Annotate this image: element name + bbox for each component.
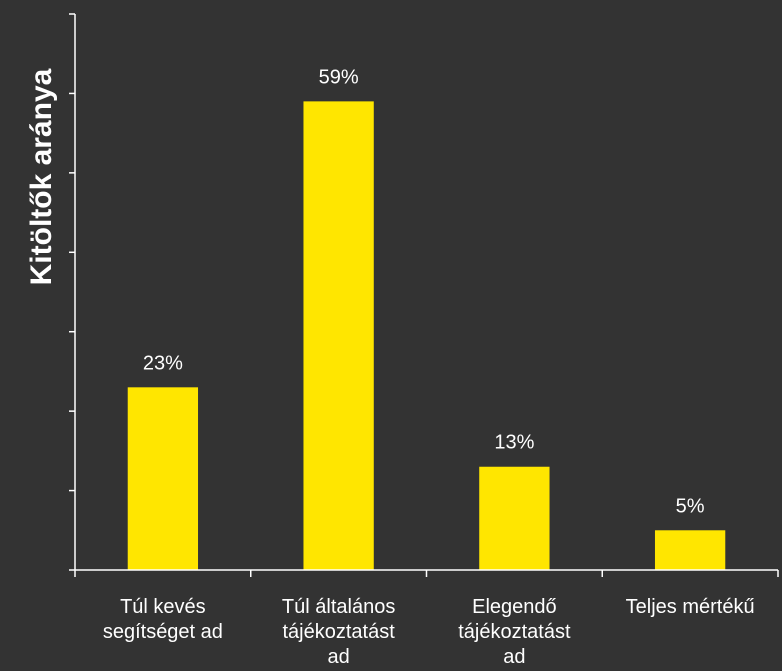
bars — [127, 101, 726, 570]
category-label: Túl kevés segítséget ad — [103, 596, 223, 643]
data-label: 59% — [319, 66, 359, 88]
category-label-line: ad — [328, 646, 350, 668]
category-labels: Túl kevés segítséget ad Túl általános tájék… — [103, 596, 755, 668]
bar — [127, 387, 199, 570]
bar — [479, 466, 550, 570]
bar — [303, 101, 374, 570]
category-label: Elegendő tájékoztatást ad — [458, 596, 571, 668]
category-label-line: ad — [503, 646, 525, 668]
y-axis-ticks — [69, 13, 779, 577]
category-label: Teljes mértékű — [626, 596, 755, 618]
data-label: 5% — [676, 495, 705, 517]
y-axis-title: Kitöltők aránya — [25, 68, 58, 285]
category-label-line: segítséget ad — [103, 621, 223, 643]
data-labels: 23% 59% 13% 5% — [143, 66, 705, 517]
category-label: Túl általános tájékoztatást ad — [282, 596, 395, 668]
category-label-line: Elegendő — [472, 596, 557, 618]
data-label: 23% — [143, 352, 183, 374]
bar — [654, 530, 726, 570]
data-label: 13% — [494, 432, 534, 454]
category-label-line: Túl általános — [282, 596, 395, 618]
category-label-line: Teljes mértékű — [626, 596, 755, 618]
category-label-line: tájékoztatást — [458, 621, 571, 643]
category-label-line: Túl kevés — [120, 596, 206, 618]
category-label-line: tájékoztatást — [282, 621, 395, 643]
